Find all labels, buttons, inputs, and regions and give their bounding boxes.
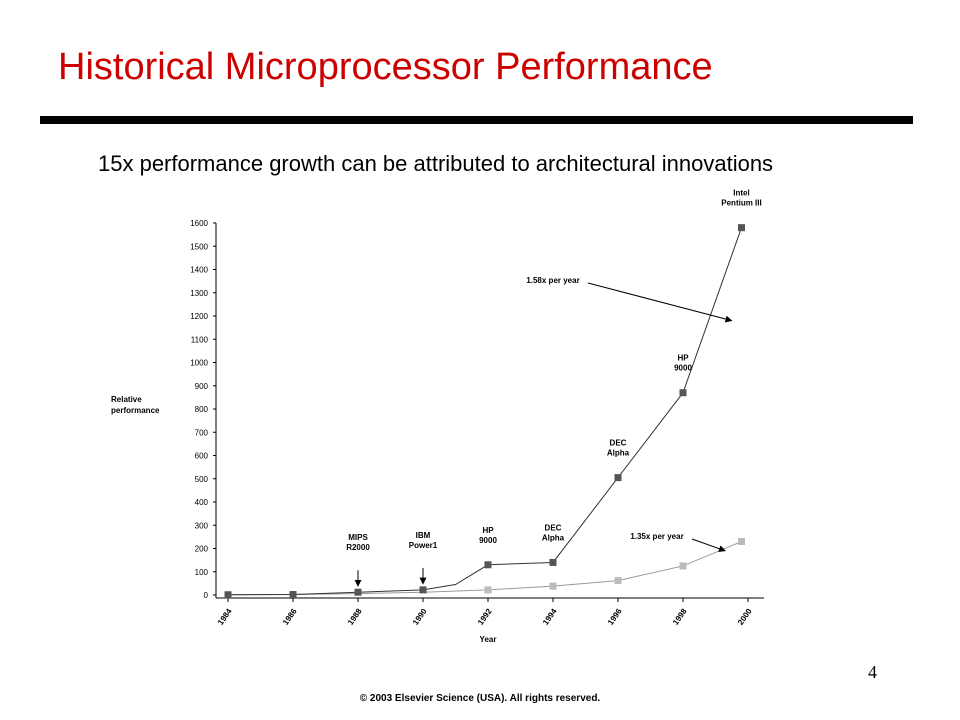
x-tick-label: 1994	[541, 607, 559, 627]
point-label-line: Pentium III	[721, 199, 761, 208]
point-label-line: DEC	[545, 523, 562, 532]
point-label-line: HP	[677, 354, 689, 363]
slide-title: Historical Microprocessor Performance	[58, 46, 713, 88]
point-label-line: 9000	[674, 364, 692, 373]
y-tick-label: 1100	[191, 335, 209, 344]
y-tick-label: 800	[195, 405, 209, 414]
x-tick-label: 1992	[476, 607, 494, 627]
y-tick-label: 200	[195, 545, 209, 554]
point-label-line: IBM	[416, 531, 431, 540]
point-label-line: Alpha	[607, 449, 630, 458]
y-tick-label: 1000	[190, 359, 208, 368]
y-tick-label: 700	[195, 428, 209, 437]
x-tick-label: 1986	[281, 607, 299, 627]
point-label-line: DEC	[610, 439, 627, 448]
y-axis-label-line: performance	[111, 406, 160, 415]
series-1-marker	[549, 582, 557, 590]
series-line-0	[227, 227, 742, 596]
point-label-line: HP	[482, 526, 494, 535]
series-0-marker	[224, 591, 232, 599]
point-label: MIPS R2000	[346, 533, 370, 552]
series-0-marker	[679, 389, 687, 397]
x-tick-label: 1988	[346, 607, 364, 627]
point-label: HP 9000	[479, 526, 497, 545]
y-tick-label: 1400	[190, 266, 208, 275]
y-tick-label: 0	[204, 591, 209, 600]
y-tick-label: 1200	[190, 312, 208, 321]
series-0-marker	[484, 561, 492, 569]
growth-rate-arrow	[587, 282, 733, 323]
slide-subtitle: 15x performance growth can be attributed…	[98, 151, 774, 176]
y-tick-label: 100	[195, 568, 209, 577]
point-label: HP 9000	[674, 354, 692, 373]
x-tick-label: 1984	[216, 607, 234, 627]
copyright-notice: © 2003 Elsevier Science (USA). All right…	[359, 693, 601, 704]
point-label-line: Intel	[733, 189, 749, 198]
y-tick-label: 300	[195, 521, 209, 530]
series-0-marker	[419, 586, 427, 594]
y-axis-label-line: Relative	[111, 395, 142, 404]
series-1-marker	[679, 562, 687, 570]
x-axis-label: Year	[480, 635, 497, 644]
series-0-marker	[614, 474, 622, 482]
y-tick-label: 500	[195, 475, 209, 484]
x-tick-label: 1996	[606, 607, 624, 627]
title-divider	[40, 116, 913, 124]
point-label: IBM Power1	[409, 531, 438, 550]
y-tick-label: 1600	[190, 219, 208, 228]
x-tick-label: 1990	[411, 607, 429, 627]
growth-rate-annotation: 1.35x per year	[630, 532, 683, 541]
series-1-marker	[614, 577, 622, 585]
point-label-line: Alpha	[542, 533, 565, 542]
point-label: Intel Pentium III	[721, 189, 761, 208]
series-0-marker	[549, 558, 557, 566]
series-0-marker	[738, 224, 745, 232]
series-1-marker	[738, 538, 745, 546]
growth-rate-annotation: 1.58x per year	[526, 276, 579, 285]
y-tick-label: 1300	[190, 289, 208, 298]
point-label-line: Power1	[409, 541, 438, 550]
y-tick-label: 600	[195, 452, 209, 461]
series-1-marker	[484, 586, 492, 594]
x-tick-label: 2000	[736, 607, 754, 627]
y-axis-label: Relative performance	[111, 395, 160, 415]
point-label-line: MIPS	[348, 533, 368, 542]
point-label-line: 9000	[479, 536, 497, 545]
y-tick-label: 1500	[190, 242, 208, 251]
point-label-line: R2000	[346, 543, 370, 552]
x-tick-label: 1998	[671, 607, 689, 627]
series-0-marker	[289, 591, 297, 599]
point-label: DEC Alpha	[542, 523, 565, 542]
page-number: 4	[868, 662, 877, 682]
point-label: DEC Alpha	[607, 439, 630, 458]
y-tick-label: 900	[195, 382, 209, 391]
series-0-marker	[354, 588, 362, 596]
growth-rate-arrow	[691, 538, 726, 553]
y-tick-label: 400	[195, 498, 209, 507]
